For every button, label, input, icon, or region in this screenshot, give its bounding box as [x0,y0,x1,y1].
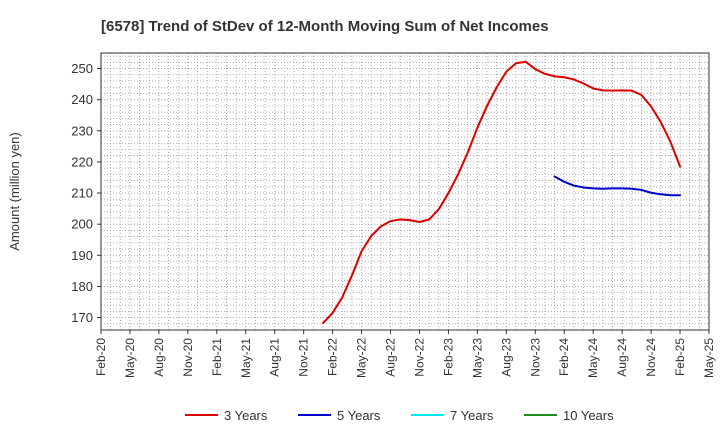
legend-label-7-years: 7 Years [450,408,494,423]
x-tick-label: Nov-21 [297,338,311,377]
x-tick-label: Feb-20 [94,338,108,376]
x-tick-label: Aug-20 [152,338,166,377]
y-axis-label: Amount (million yen) [7,132,22,251]
y-tick-label: 180 [71,279,93,294]
x-tick-label: May-23 [470,338,484,378]
plot-area: 170 180 190 200 210 220 230 240 250 Feb-20 May-20 A… [71,52,716,378]
legend-label-5-years: 5 Years [337,408,381,423]
x-tick-label: May-25 [702,338,716,378]
x-tick-label: Aug-24 [615,338,629,377]
plot-border [100,52,710,331]
legend: 3 Years 5 Years 7 Years 10 Years [185,408,614,423]
x-tick-label: Feb-22 [326,338,340,376]
y-tick-label: 250 [71,61,93,76]
x-tick-label: Feb-21 [210,338,224,376]
x-tick-label: May-21 [239,338,253,378]
plot-background [101,53,709,330]
x-tick-label: Nov-23 [528,338,542,377]
y-tick-label: 200 [71,217,93,232]
legend-label-3-years: 3 Years [224,408,268,423]
y-tick-label: 210 [71,186,93,201]
series-line-3-years [321,60,682,325]
x-tick-label: Aug-21 [268,338,282,377]
series-line-5-years [553,175,682,197]
x-tick-label: May-22 [355,338,369,378]
y-tick-label: 170 [71,310,93,325]
chart-title: [6578] Trend of StDev of 12-Month Moving… [101,18,549,35]
x-tick-label: Nov-20 [181,338,195,377]
y-tick-label: 240 [71,92,93,107]
x-tick-label: Feb-24 [557,338,571,376]
y-tick-label: 230 [71,123,93,138]
x-tick-label: May-24 [586,338,600,378]
x-tick-label: Feb-25 [673,338,687,376]
x-tick-label: Nov-24 [644,338,658,377]
x-tick-label: Feb-23 [441,338,455,376]
y-tick-label: 190 [71,248,93,263]
x-tick-label: Nov-22 [412,338,426,377]
x-tick-label: Aug-23 [499,338,513,377]
y-tick-label: 220 [71,154,93,169]
x-tick-label: Aug-22 [384,338,398,377]
x-tick-label: May-20 [123,338,137,378]
legend-label-10-years: 10 Years [563,408,614,423]
